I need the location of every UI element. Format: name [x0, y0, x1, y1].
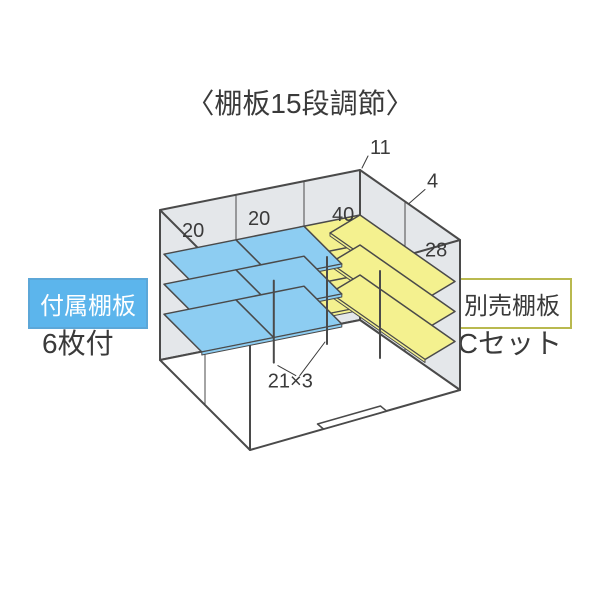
svg-text:21×3: 21×3 [268, 371, 313, 393]
svg-text:40: 40 [332, 204, 354, 226]
svg-text:4: 4 [427, 171, 438, 193]
svg-text:20: 20 [182, 220, 204, 242]
optional-shelf-set: Cセット [458, 322, 562, 362]
svg-text:28: 28 [425, 240, 447, 262]
svg-text:11: 11 [370, 137, 391, 159]
shelf-diagram: 1142020402821×3 [140, 150, 460, 490]
included-shelf-count: 6枚付 [42, 322, 114, 362]
svg-text:20: 20 [248, 208, 270, 230]
diagram-title: 〈棚板15段調節〉 [0, 82, 600, 122]
